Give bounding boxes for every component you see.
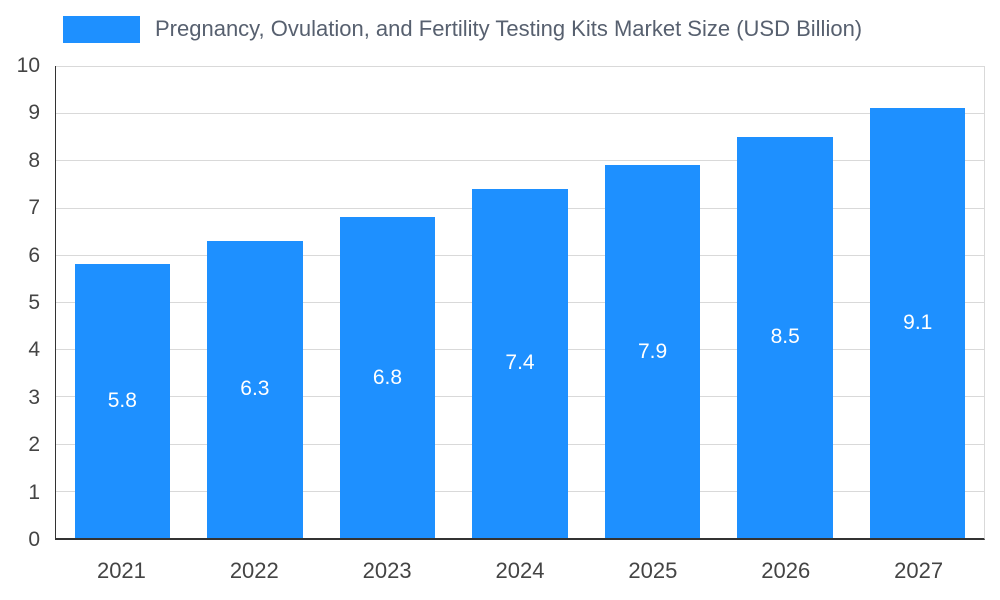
x-axis: 2021 2022 2023 2024 2025 2026 2027 — [55, 550, 985, 590]
bar-value-label: 6.3 — [240, 377, 270, 401]
bar-slot: 9.1 — [851, 66, 984, 538]
x-tick-label: 2022 — [229, 558, 279, 583]
y-tick-label: 6 — [28, 243, 40, 267]
bar-2025: 7.9 — [604, 165, 701, 538]
y-tick-label: 3 — [28, 385, 40, 409]
gridline — [56, 160, 984, 162]
y-tick-label: 9 — [28, 101, 40, 125]
legend-swatch — [63, 15, 140, 43]
gridline — [56, 66, 984, 67]
bar-value-label: 9.1 — [903, 311, 933, 335]
bar-slot: 6.8 — [321, 66, 454, 538]
bar-slot: 7.4 — [454, 66, 587, 538]
bar-2022: 6.3 — [207, 240, 303, 538]
bar-2021: 5.8 — [74, 264, 171, 538]
y-tick-label: 4 — [28, 338, 40, 362]
legend: Pregnancy, Ovulation, and Fertility Test… — [63, 14, 980, 44]
gridline — [56, 113, 984, 115]
chart-title: Pregnancy, Ovulation, and Fertility Test… — [155, 16, 863, 41]
bar-2026: 8.5 — [737, 136, 833, 538]
bar-value-label: 7.4 — [505, 351, 535, 375]
bar-2024: 7.4 — [472, 188, 568, 538]
y-tick-label: 5 — [28, 291, 40, 314]
bar-slot: 5.8 — [56, 66, 189, 538]
y-tick-label: 0 — [28, 528, 40, 551]
y-tick-label: 8 — [28, 148, 40, 172]
x-tick-label: 2026 — [761, 558, 811, 583]
plot-area: 5.8 6.3 6.8 7.4 7.9 8.5 9.1 — [55, 66, 985, 540]
bar-value-label: 5.8 — [107, 389, 137, 413]
bar-2023: 6.8 — [339, 217, 436, 538]
y-axis: 0 1 2 3 4 5 6 7 8 9 10 — [0, 54, 48, 551]
bars-row: 5.8 6.3 6.8 7.4 7.9 8.5 9.1 — [56, 66, 984, 538]
x-tick-label: 2025 — [628, 558, 678, 583]
y-tick-label: 1 — [28, 480, 40, 504]
bar-value-label: 6.8 — [372, 365, 403, 389]
bar-slot: 7.9 — [586, 66, 719, 538]
x-tick-label: 2021 — [96, 558, 146, 583]
x-tick-label: 2027 — [894, 558, 944, 583]
bar-slot: 8.5 — [719, 66, 852, 538]
bar-2027: 9.1 — [870, 108, 966, 538]
x-tick-label: 2024 — [495, 558, 545, 583]
y-tick-label: 10 — [16, 54, 40, 77]
bar-value-label: 7.9 — [638, 339, 668, 363]
y-tick-label: 2 — [28, 433, 40, 457]
bar-value-label: 8.5 — [770, 325, 800, 349]
x-tick-label: 2023 — [362, 558, 412, 583]
bar-slot: 6.3 — [189, 66, 322, 538]
y-tick-label: 7 — [28, 196, 40, 220]
